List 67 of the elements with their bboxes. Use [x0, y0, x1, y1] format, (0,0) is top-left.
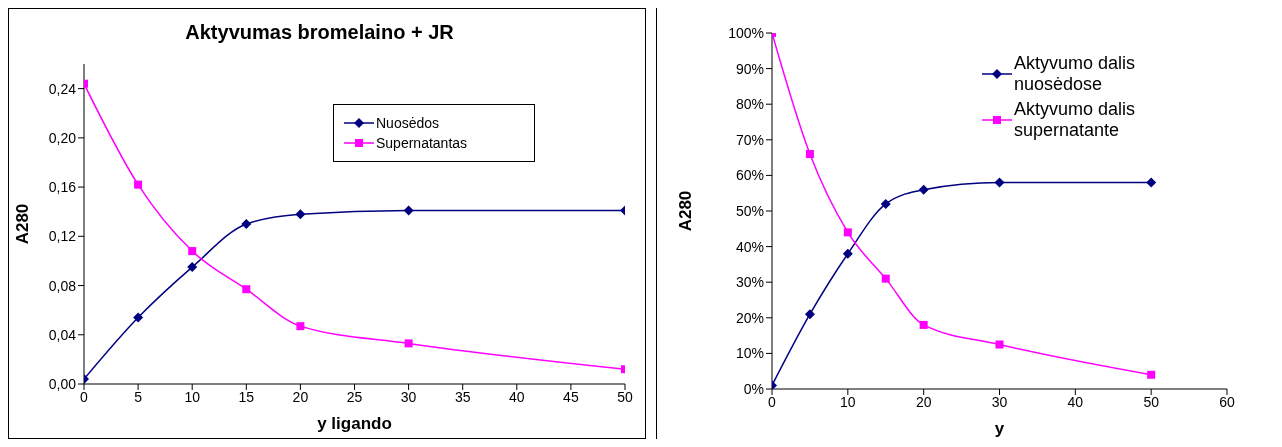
- y-axis-title: A280: [13, 203, 33, 245]
- y-tick-label: 60%: [735, 167, 764, 184]
- y-tick-label: 0,00: [48, 375, 77, 392]
- x-tick-label: 0: [80, 388, 89, 405]
- y-tick-label: 0%: [743, 380, 764, 397]
- point: [134, 180, 143, 189]
- point: [842, 248, 853, 259]
- point: [188, 247, 197, 256]
- y-tick-label: 0,08: [48, 277, 77, 294]
- x-tick-label: 45: [563, 388, 579, 405]
- x-tick-label: 20: [292, 388, 309, 405]
- y-tick-label: 90%: [735, 60, 764, 77]
- x-tick-label: 50: [1143, 393, 1160, 410]
- y-axis-title: A280: [676, 190, 696, 232]
- point: [241, 219, 252, 229]
- x-tick-label: 40: [1067, 393, 1084, 410]
- y-tick-label: 0,12: [48, 228, 77, 245]
- x-tick-label: 0: [768, 393, 777, 410]
- point: [1146, 177, 1157, 188]
- y-tick-label: 100%: [728, 24, 764, 41]
- point: [404, 339, 413, 348]
- point: [296, 322, 305, 331]
- y-tick-label: 70%: [735, 131, 764, 148]
- y-tick-label: 40%: [735, 238, 764, 255]
- x-tick-label: 10: [840, 393, 856, 410]
- y-tick-label: 0,24: [48, 80, 77, 97]
- point: [187, 262, 198, 273]
- point: [804, 309, 815, 320]
- x-axis-title: y ligando: [317, 414, 392, 433]
- point: [994, 177, 1005, 188]
- point: [881, 274, 890, 283]
- x-axis-title: y: [994, 419, 1005, 438]
- x-tick-label: 5: [134, 388, 143, 405]
- x-tick-label: 50: [617, 388, 633, 405]
- x-tick-label: 25: [346, 388, 363, 405]
- legend-label: Nuosėdos: [376, 115, 440, 131]
- y-tick-label: 50%: [735, 202, 764, 219]
- x-tick-label: 15: [238, 388, 255, 405]
- point: [403, 205, 414, 216]
- point: [242, 285, 251, 294]
- x-tick-label: 20: [915, 393, 932, 410]
- x-tick-label: 60: [1219, 393, 1235, 410]
- x-tick-label: 30: [400, 388, 417, 405]
- y-tick-label: 0,04: [48, 326, 77, 343]
- point: [880, 198, 891, 209]
- point: [918, 184, 929, 195]
- point: [843, 228, 852, 237]
- legend-label: Supernatantas: [376, 135, 468, 151]
- x-tick-label: 35: [454, 388, 471, 405]
- y-tick-label: 20%: [735, 309, 764, 326]
- y-tick-label: 30%: [735, 274, 764, 291]
- point: [133, 312, 144, 323]
- point: [995, 340, 1004, 349]
- x-tick-label: 30: [991, 393, 1008, 410]
- legend-label: Aktyvumo dalis supernatante: [1014, 99, 1137, 141]
- x-tick-label: 40: [509, 388, 525, 405]
- y-tick-label: 10%: [735, 345, 764, 362]
- point: [1147, 370, 1156, 379]
- legend-label: Aktyvumo dalis nuosėdose: [1014, 53, 1137, 95]
- point: [295, 209, 306, 220]
- y-tick-label: 0,16: [48, 179, 77, 196]
- point: [805, 150, 814, 159]
- y-tick-label: 0,20: [48, 129, 77, 146]
- x-tick-label: 10: [184, 388, 201, 405]
- chart-title: Aktyvumas bromelaino + JR: [184, 21, 455, 44]
- y-tick-label: 80%: [735, 96, 764, 113]
- point: [919, 320, 928, 329]
